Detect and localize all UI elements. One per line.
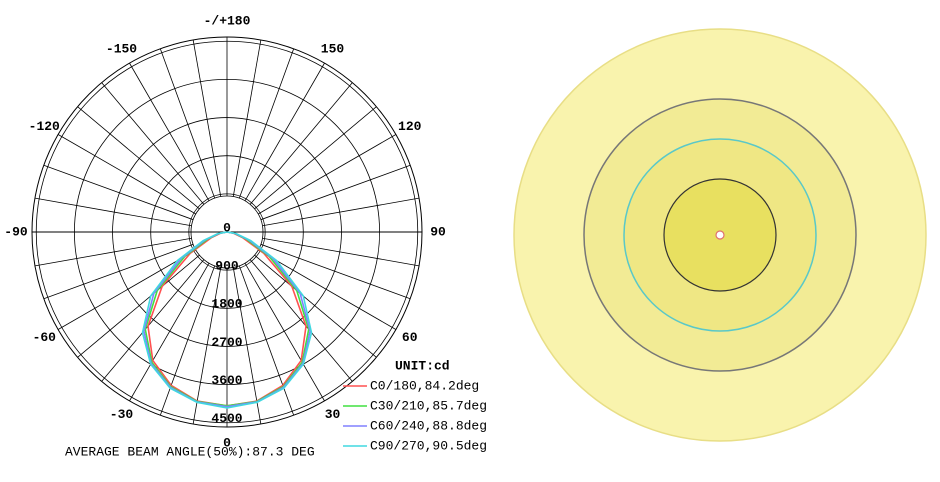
grid-spoke (57, 249, 197, 330)
theta-tick-label: 60 (402, 330, 418, 345)
grid-spoke (232, 39, 262, 197)
theta-tick-label: -60 (33, 330, 57, 345)
grid-spoke (244, 262, 325, 402)
theta-tick-label: -120 (29, 119, 60, 134)
series-line (141, 231, 313, 409)
grid-spoke (232, 267, 262, 425)
grid-spoke (101, 82, 205, 205)
r-tick-label: 900 (215, 259, 239, 274)
grid-spoke (34, 197, 192, 227)
grid-spoke (254, 254, 377, 358)
theta-tick-label: -90 (4, 224, 28, 239)
theta-tick-label: 150 (321, 42, 345, 57)
grid-spoke (244, 62, 325, 202)
grid-spoke (159, 265, 216, 416)
r-tick-label: 2700 (211, 335, 242, 350)
grid-spoke (192, 267, 222, 425)
theta-tick-label: -/+180 (204, 13, 251, 28)
grid-spoke (249, 82, 353, 205)
legend-label: C0/180,84.2deg (370, 378, 479, 393)
grid-spoke (238, 48, 295, 199)
grid-spoke (260, 164, 411, 221)
footer: AVERAGE BEAM ANGLE(50%):87.3 DEG (65, 444, 315, 459)
theta-tick-label: 120 (398, 119, 422, 134)
grid-spoke (254, 106, 377, 210)
legend-label: C30/210,85.7deg (370, 398, 487, 413)
grid-spoke (262, 197, 420, 227)
isolux-diagram (513, 28, 927, 442)
grid-spoke (57, 134, 197, 215)
theta-tick-label: 0 (223, 435, 231, 450)
grid-spoke (257, 134, 397, 215)
grid-spoke (43, 164, 194, 221)
r-tick-label: 0 (223, 220, 231, 235)
grid-spoke (43, 243, 194, 300)
legend-title: UNIT:cd (395, 358, 450, 373)
r-tick-label: 3600 (211, 373, 242, 388)
r-tick-label: 1800 (211, 297, 242, 312)
grid-spoke (129, 62, 210, 202)
grid-spoke (238, 265, 295, 416)
grid-spoke (192, 39, 222, 197)
grid-spoke (159, 48, 216, 199)
grid-spoke (77, 254, 200, 358)
theta-tick-label: -150 (106, 42, 137, 57)
legend-label: C90/270,90.5deg (370, 438, 487, 453)
theta-tick-label: 30 (325, 407, 341, 422)
r-tick-label: 4500 (211, 411, 242, 426)
grid-spoke (260, 243, 411, 300)
grid-spoke (77, 106, 200, 210)
isolux-center (715, 230, 725, 240)
grid-spoke (34, 237, 192, 267)
grid-spoke (257, 249, 397, 330)
grid-spoke (101, 259, 205, 382)
legend-label: C60/240,88.8deg (370, 418, 487, 433)
theta-tick-label: -30 (110, 407, 134, 422)
theta-tick-label: 90 (430, 224, 446, 239)
grid-spoke (262, 237, 420, 267)
grid-spoke (249, 259, 353, 382)
grid-spoke (129, 262, 210, 402)
